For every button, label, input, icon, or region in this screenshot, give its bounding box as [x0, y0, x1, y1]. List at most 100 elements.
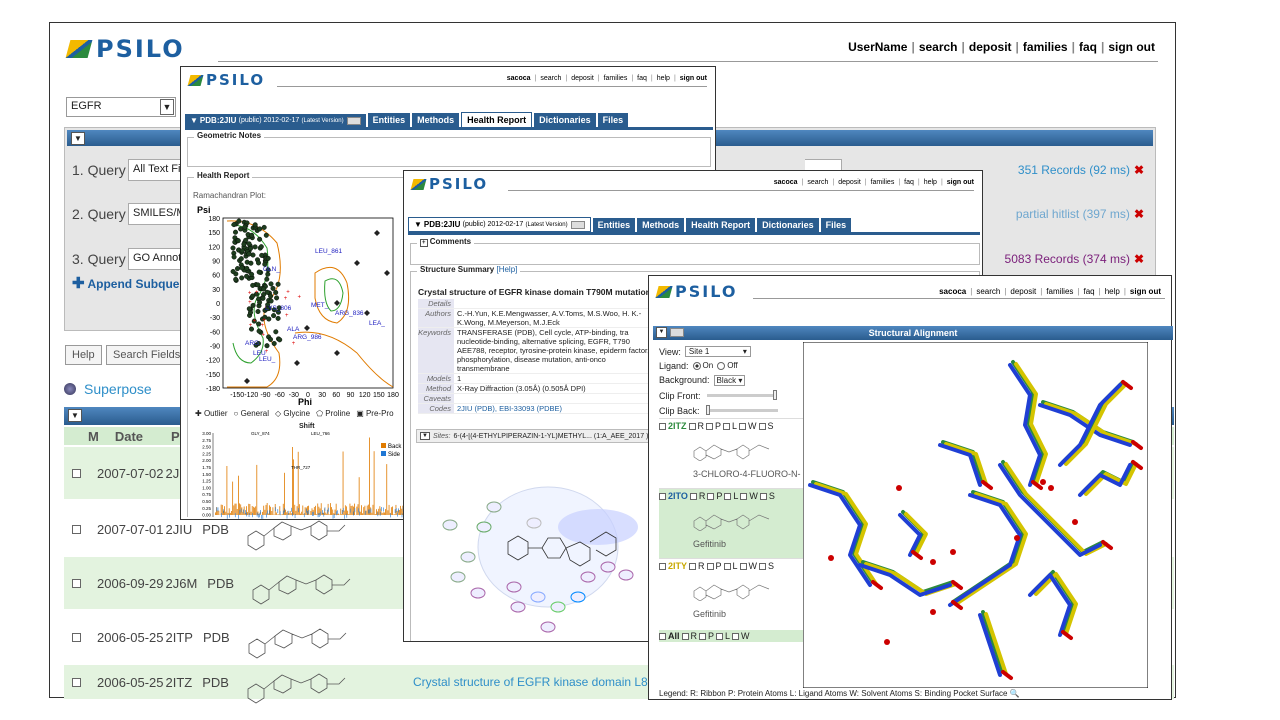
family-select[interactable]: EGFR ▼ [66, 97, 176, 117]
view-select[interactable]: Site 1 ▾ [684, 346, 751, 357]
flag-checkbox[interactable] [716, 632, 724, 640]
tab-files[interactable]: Files [820, 218, 852, 232]
nav-faq[interactable]: faq [904, 179, 914, 186]
flag-checkbox[interactable] [688, 422, 696, 430]
row-id[interactable]: 2J [165, 465, 180, 481]
nav-help[interactable]: help [1104, 287, 1120, 296]
residue-label[interactable]: ALA [287, 326, 300, 333]
residue-label[interactable]: ARG [245, 340, 259, 347]
nav-username[interactable]: UserName [848, 40, 908, 54]
flag-checkbox[interactable] [739, 562, 747, 570]
row-checkbox[interactable] [72, 677, 81, 687]
help-button[interactable]: Help [65, 345, 102, 365]
col-header-date[interactable]: Date [114, 428, 144, 444]
flag-checkbox[interactable] [681, 632, 689, 640]
entry-id[interactable]: 2ITO [668, 491, 688, 501]
sites-value[interactable]: 6-(4-[(4-ETHYLPIPERAZIN-1-YL)METHYL... (… [453, 432, 649, 440]
residue-label[interactable]: GLN_ [263, 266, 280, 273]
flag-checkbox[interactable] [706, 562, 714, 570]
tab-files[interactable]: Files [597, 113, 629, 127]
query-result[interactable]: 5083 Records (374 ms) ✖ [1005, 252, 1144, 266]
nav-help[interactable]: help [923, 179, 937, 186]
nav-search[interactable]: search [976, 287, 1001, 296]
flag-checkbox[interactable] [732, 632, 740, 640]
row-id[interactable]: 2J6M [165, 575, 198, 591]
row-id[interactable]: 2ITP [165, 629, 193, 645]
summary-field-value[interactable]: 2JIU (PDB), EBI-33093 (PDBE) [457, 404, 563, 413]
nav-sacoca[interactable]: sacoca [939, 287, 967, 296]
flag-checkbox[interactable] [699, 632, 707, 640]
3d-structure-viewer[interactable] [803, 342, 1148, 688]
mail-icon[interactable] [570, 220, 585, 229]
row-checkbox[interactable] [72, 578, 81, 588]
nav-faq[interactable]: faq [1083, 287, 1095, 296]
residue-label[interactable]: LEU_ [259, 356, 276, 363]
ligand-off-radio[interactable] [717, 361, 726, 370]
clip-back-slider[interactable] [705, 405, 778, 415]
collapse-toggle-icon[interactable]: ▼ [68, 409, 82, 422]
row-checkbox[interactable] [72, 632, 81, 642]
flag-checkbox[interactable] [689, 492, 697, 500]
tab-health-report[interactable]: Health Report [461, 112, 533, 127]
flag-checkbox[interactable] [759, 562, 767, 570]
shift-chart[interactable]: 3.00 2.75 2.502.25 2.00 1.75 1.50 1.251.00 0.75… [191, 429, 411, 521]
residue-label[interactable]: MET_ [311, 302, 329, 309]
append-subquery-link[interactable]: ✚ Append Subquery [72, 274, 191, 292]
nav-families[interactable]: families [603, 75, 628, 82]
nav-sign-out[interactable]: sign out [1129, 287, 1161, 296]
nav-deposit[interactable]: deposit [968, 40, 1012, 54]
entry-visible-checkbox[interactable] [659, 492, 666, 500]
superpose-link[interactable]: Superpose [64, 381, 152, 397]
flag-checkbox[interactable] [759, 492, 767, 500]
residue-label[interactable]: LYS_806 [265, 305, 292, 312]
query-field-select[interactable]: GO Annot [128, 248, 188, 270]
col-header-p[interactable]: P [171, 428, 180, 444]
residue-label[interactable]: LEU [253, 350, 266, 357]
psilo-logo[interactable]: PSILO [410, 175, 488, 193]
flag-checkbox[interactable] [739, 422, 747, 430]
row-title[interactable]: Crystal structure of EGFR kinase domain … [412, 675, 655, 689]
nav-deposit[interactable]: deposit [571, 75, 594, 82]
psilo-logo[interactable]: PSILO [655, 282, 737, 301]
ligand-interaction-diagram[interactable] [418, 447, 650, 639]
zoom-in-icon[interactable]: 🔍 [1009, 689, 1020, 698]
nav-faq[interactable]: faq [637, 75, 647, 82]
nav-deposit[interactable]: deposit [838, 179, 861, 186]
entry-visible-checkbox[interactable] [659, 562, 666, 570]
entry-tab[interactable]: ▼ PDB:2JIU (public) 2012-02-17 (Latest V… [408, 217, 591, 232]
collapse-toggle-icon[interactable]: ▼ [656, 327, 667, 338]
nav-families[interactable]: families [870, 179, 895, 186]
flag-checkbox[interactable] [706, 422, 714, 430]
row-checkbox[interactable] [72, 468, 81, 478]
residue-label[interactable]: LEA_ [369, 320, 385, 327]
flag-checkbox[interactable] [724, 492, 732, 500]
mail-icon[interactable] [346, 116, 361, 125]
ligand-on-radio[interactable] [692, 361, 701, 370]
row-checkbox[interactable] [72, 524, 81, 534]
query-field-select[interactable]: All Text Fi [128, 159, 188, 181]
nav-sign-out[interactable]: sign out [946, 179, 974, 186]
entry-visible-checkbox[interactable] [659, 422, 666, 430]
background-select[interactable]: Black ▾ [713, 374, 746, 386]
query-result[interactable]: partial hitlist (397 ms) ✖ [1016, 207, 1144, 221]
all-visible-checkbox[interactable] [659, 632, 666, 640]
flag-checkbox[interactable] [740, 492, 748, 500]
mail-icon[interactable] [670, 328, 684, 337]
tab-methods[interactable]: Methods [637, 218, 685, 232]
comments-title[interactable]: + Comments [417, 237, 475, 247]
nav-sacoca[interactable]: sacoca [506, 75, 531, 82]
nav-help[interactable]: help [656, 75, 670, 82]
collapse-toggle-icon[interactable]: ▼ [71, 132, 85, 145]
collapse-toggle-icon[interactable]: ▼ [420, 432, 430, 440]
ramachandran-plot[interactable]: Psi 1801501209060300-30-60-90-120-150-18… [187, 203, 401, 407]
nav-search[interactable]: search [918, 40, 958, 54]
flag-checkbox[interactable] [723, 422, 731, 430]
nav-sacoca[interactable]: sacoca [773, 179, 798, 186]
nav-sign-out[interactable]: sign out [679, 75, 707, 82]
flag-checkbox[interactable] [723, 562, 731, 570]
residue-label[interactable]: LEU_861 [315, 248, 342, 255]
entry-id[interactable]: 2ITY [668, 561, 688, 571]
col-header-m[interactable]: M [88, 428, 99, 444]
psilo-logo[interactable]: PSILO [187, 71, 265, 89]
nav-deposit[interactable]: deposit [1010, 287, 1037, 296]
